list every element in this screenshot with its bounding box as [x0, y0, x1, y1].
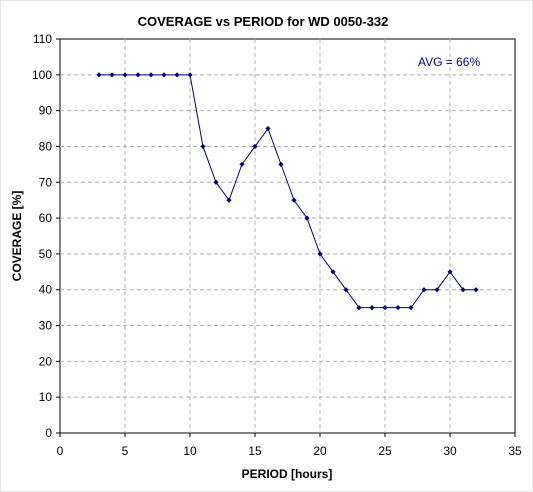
- plot-area: [59, 38, 516, 434]
- grid: [60, 39, 515, 433]
- y-tick-label: 110: [33, 32, 52, 46]
- x-tick-label: 35: [508, 444, 522, 458]
- chart-title: COVERAGE vs PERIOD for WD 0050-332: [138, 14, 389, 29]
- x-tick-label: 10: [183, 444, 197, 458]
- y-tick-label: 100: [32, 68, 52, 82]
- data-point: [213, 179, 219, 185]
- data-point: [395, 305, 401, 311]
- data-point: [252, 143, 258, 150]
- data-point: [356, 305, 362, 311]
- x-tick-label: 5: [122, 444, 129, 458]
- y-tick-label: 60: [39, 211, 53, 225]
- data-point: [421, 287, 427, 293]
- y-tick-label: 50: [39, 247, 53, 261]
- average-annotation: AVG = 66%: [418, 55, 480, 69]
- x-tick-label: 0: [57, 444, 64, 458]
- data-point: [174, 72, 180, 78]
- y-tick-label: 40: [39, 283, 53, 297]
- x-axis-label: PERIOD [hours]: [242, 467, 333, 481]
- data-point: [473, 287, 479, 293]
- series: [96, 72, 479, 311]
- data-point: [369, 305, 375, 311]
- data-point: [382, 305, 388, 311]
- data-point: [226, 197, 232, 203]
- y-tick-label: 30: [39, 319, 53, 333]
- data-point: [187, 72, 193, 78]
- x-tick-label: 25: [378, 444, 392, 458]
- data-point: [161, 72, 167, 78]
- y-tick-label: 20: [39, 354, 53, 368]
- x-tick-label: 30: [443, 444, 457, 458]
- data-point: [265, 125, 271, 132]
- data-point: [304, 215, 310, 221]
- data-point: [109, 72, 115, 78]
- data-point: [200, 143, 206, 150]
- data-point: [434, 287, 440, 293]
- y-tick-label: 0: [45, 426, 52, 440]
- y-tick-label: 90: [39, 104, 53, 118]
- data-point: [317, 251, 323, 257]
- data-point: [343, 287, 349, 293]
- data-point: [135, 72, 141, 78]
- data-point: [148, 72, 154, 78]
- data-point: [330, 269, 336, 275]
- data-point: [239, 161, 245, 167]
- data-point: [447, 269, 453, 275]
- data-point: [460, 287, 466, 293]
- data-point: [408, 305, 414, 311]
- data-point: [96, 72, 102, 78]
- data-point: [278, 161, 284, 167]
- y-axis-label: COVERAGE [%]: [10, 191, 24, 282]
- data-point: [291, 197, 297, 203]
- axes: 0 10 20 30 40 50 60 70 80 90 100 110 0 5 10 15 20 25 30 35: [32, 32, 522, 458]
- y-tick-label: 80: [39, 139, 53, 153]
- data-point: [122, 72, 128, 78]
- x-tick-label: 20: [313, 444, 327, 458]
- x-tick-label: 15: [248, 444, 262, 458]
- y-tick-label: 10: [39, 390, 53, 404]
- y-tick-label: 70: [39, 175, 53, 189]
